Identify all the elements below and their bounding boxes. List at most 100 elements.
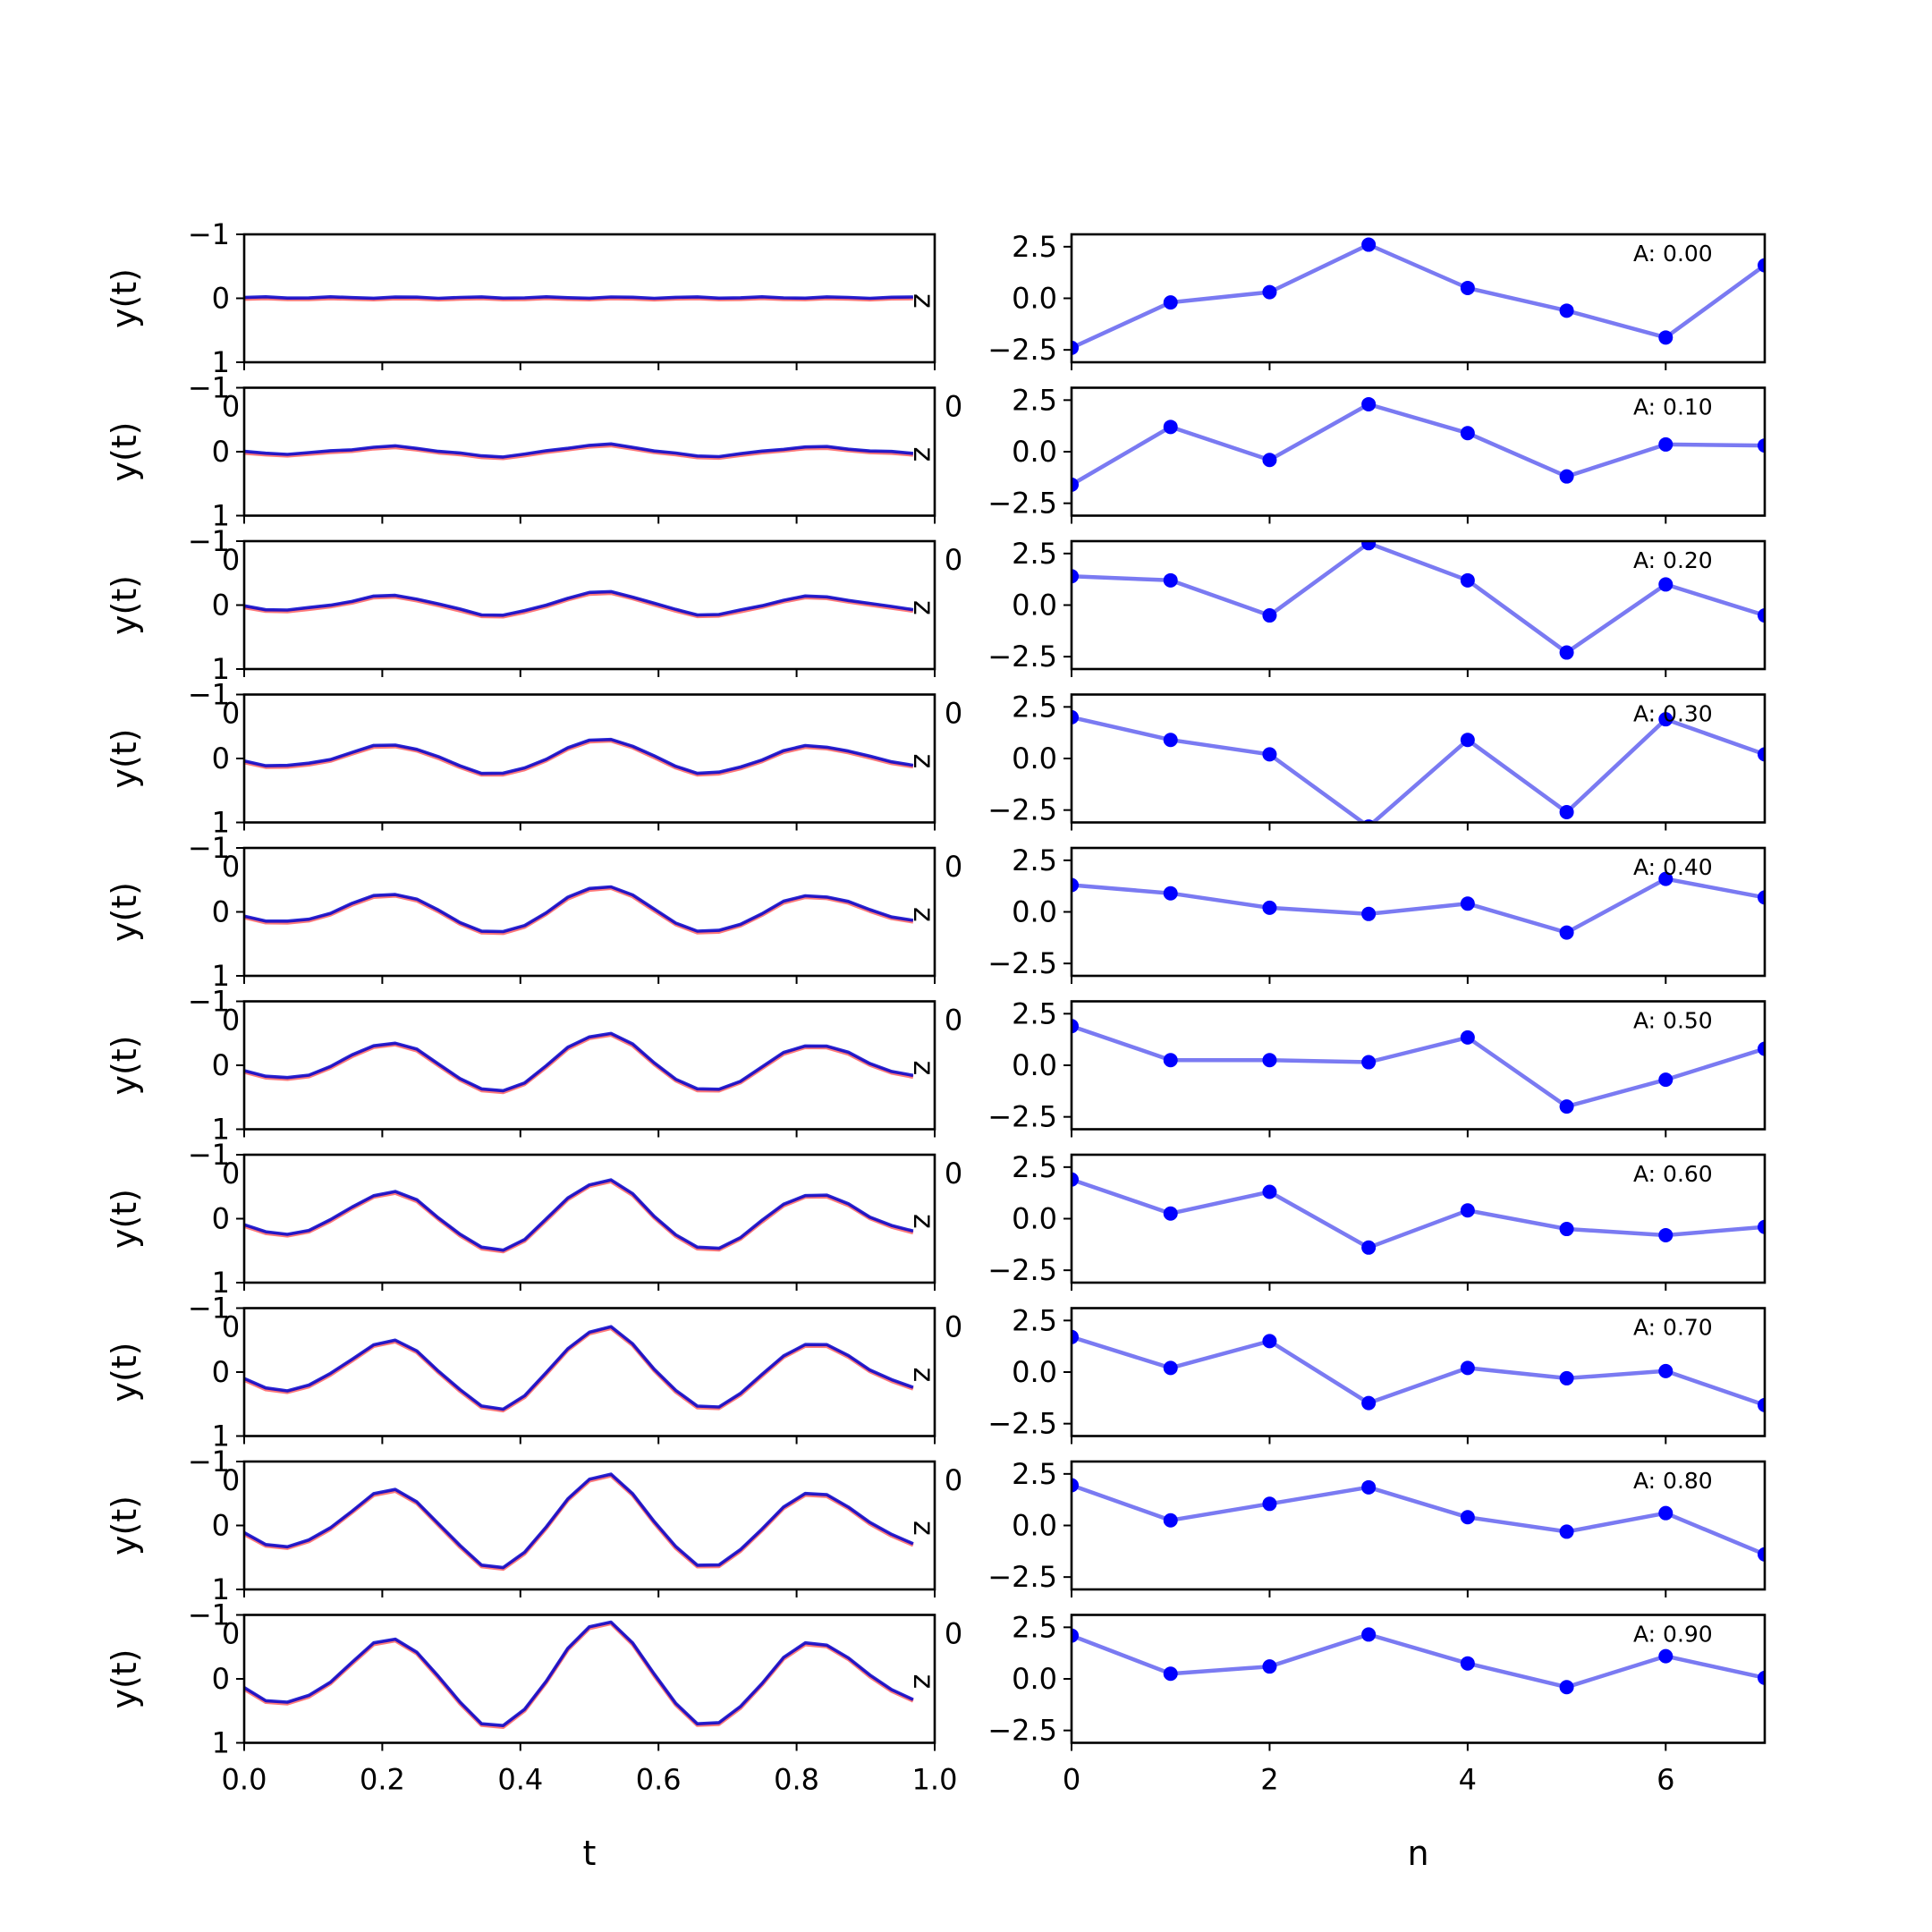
stray-tick-text: 0 (945, 390, 962, 424)
data-point (1460, 1360, 1475, 1376)
y-tick-label: 0.0 (1012, 589, 1057, 623)
y-axis-label: y(t) (105, 575, 144, 635)
data-point (1758, 747, 1765, 762)
data-point (1559, 645, 1574, 660)
y-axis-label: y(t) (105, 728, 144, 788)
data-point (1758, 1397, 1765, 1412)
series-group (1072, 1478, 1765, 1562)
data-point (1559, 1524, 1574, 1539)
data-point (1361, 906, 1377, 921)
left-axes-frame (242, 1460, 936, 1591)
right-subplot-7: 2.5 0.0 −2.5 A: 0.70 (987, 1303, 1767, 1445)
y-tick-label: 0 (212, 895, 230, 929)
y-axis-label: y(t) (105, 882, 144, 942)
y-tick-label: 0.0 (1012, 1509, 1057, 1543)
y-tick-label: −1 (188, 524, 230, 558)
amplitude-annotation: A: 0.40 (1633, 854, 1713, 880)
series-line (1072, 715, 1765, 823)
right-subplot-6: 2.5 0.0 −2.5 A: 0.60 (987, 1150, 1767, 1291)
y-tick-label: −1 (188, 217, 230, 251)
right-axes-frame (1070, 1614, 1767, 1744)
series-blue-line (243, 1178, 914, 1252)
data-point (1758, 1219, 1765, 1234)
data-point (1361, 1395, 1377, 1411)
right-axes-frame (1070, 386, 1767, 517)
right-subplot-8: 2.5 0.0 −2.5 A: 0.80 (987, 1457, 1767, 1597)
data-point (1658, 871, 1674, 886)
series-line (1072, 1335, 1765, 1408)
left-axes-frame (242, 539, 936, 671)
data-point (1361, 396, 1377, 411)
data-point (1163, 1053, 1178, 1068)
data-point (1559, 925, 1574, 940)
y-tick-label: 0.0 (1012, 895, 1057, 929)
left-axes-frame (242, 1000, 936, 1131)
series-line (1072, 1483, 1765, 1556)
right-axes-frame (1070, 1307, 1767, 1437)
amplitude-annotation: A: 0.00 (1633, 241, 1713, 267)
y-tick-label: 2.5 (1012, 1303, 1057, 1337)
data-point (1163, 419, 1178, 435)
series-group (1072, 1172, 1765, 1255)
left-axes-frame (242, 386, 936, 517)
data-point (1262, 900, 1277, 915)
data-point (1460, 1030, 1475, 1045)
data-point (1559, 1370, 1574, 1385)
stray-tick-text: 0 (222, 1004, 240, 1038)
data-point (1658, 330, 1674, 345)
y-tick-label: 1 (212, 1266, 230, 1300)
x-axis-label-left: t (583, 1834, 597, 1873)
y-tick-label: −2.5 (987, 793, 1057, 827)
y-tick-label: −2.5 (987, 333, 1057, 367)
y-tick-label: −1 (188, 1138, 230, 1172)
y-tick-label: 0.0 (1012, 282, 1057, 316)
y-tick-label: 0 (212, 435, 230, 469)
data-point (1658, 1363, 1674, 1378)
data-point (1163, 572, 1178, 588)
series-blue-line (243, 1031, 914, 1093)
y-tick-label: −1 (188, 678, 230, 712)
y-tick-label: 2.5 (1012, 230, 1057, 264)
series-line (1072, 877, 1765, 935)
y-tick-label: 0 (212, 589, 230, 623)
series-line (1072, 1177, 1765, 1250)
data-point (1361, 1479, 1377, 1495)
y-tick-label: 2.5 (1012, 690, 1057, 724)
x-tick-label: 6 (1657, 1763, 1674, 1797)
data-point (1361, 237, 1377, 252)
data-point (1163, 295, 1178, 310)
y-tick-label: 1 (212, 959, 230, 993)
x-tick-label: 2 (1260, 1763, 1278, 1797)
y-tick-label: 1 (212, 1419, 230, 1453)
corner-label: z (907, 293, 941, 309)
data-point (1361, 1055, 1377, 1070)
y-tick-label: −1 (188, 985, 230, 1019)
data-point (1658, 712, 1674, 727)
data-point (1072, 477, 1079, 492)
stray-tick-text: 0 (945, 543, 962, 577)
y-tick-label: −1 (188, 371, 230, 405)
data-point (1163, 886, 1178, 901)
data-point (1262, 284, 1277, 300)
data-point (1658, 577, 1674, 592)
data-point (1262, 608, 1277, 623)
series-group (1072, 1019, 1765, 1114)
data-point (1758, 438, 1765, 453)
series-group (1072, 709, 1765, 823)
y-tick-label: 0 (212, 1662, 230, 1696)
y-tick-label: 2.5 (1012, 383, 1057, 417)
series-blue-line (243, 885, 914, 934)
data-point (1072, 569, 1079, 584)
data-point (1262, 1184, 1277, 1199)
series-blue-line (243, 294, 913, 301)
right-subplot-9: 2.5 0.0 −2.50 2 4 6 A: 0.90 (987, 1610, 1767, 1797)
right-axes-frame (1070, 233, 1767, 364)
data-point (1758, 1546, 1765, 1562)
y-tick-label: 2.5 (1012, 996, 1057, 1030)
amplitude-annotation: A: 0.30 (1633, 701, 1713, 727)
y-tick-label: −2.5 (987, 1253, 1057, 1287)
